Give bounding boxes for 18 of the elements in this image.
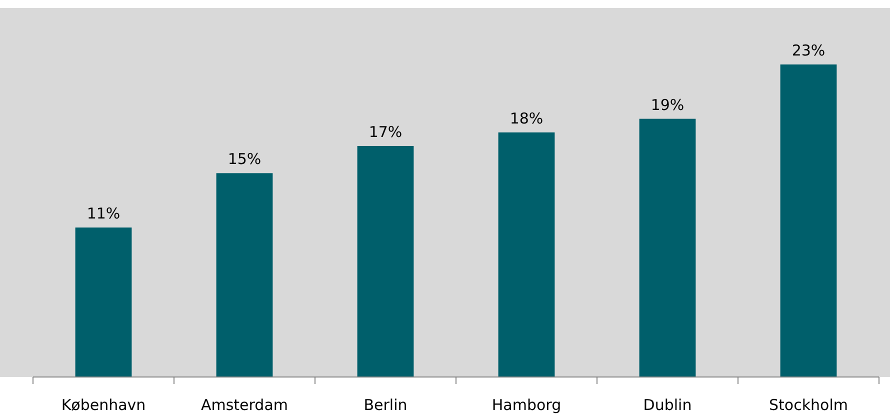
bar [498,132,555,377]
bar [216,173,273,377]
x-tick-label: Berlin [364,396,408,414]
bar [75,228,132,377]
data-label: 17% [368,122,402,141]
data-label: 18% [510,109,544,128]
data-label: 15% [228,150,262,168]
x-tick-label: Hamborg [492,396,562,414]
x-tick-label: Amsterdam [200,396,288,414]
bar [357,146,414,377]
data-label: 23% [792,41,826,60]
x-tick-label: Stockholm [769,396,848,414]
data-label: 11% [86,204,120,223]
data-label: 19% [650,96,684,114]
bar [639,118,696,377]
x-tick-label: København [61,396,146,414]
x-tick-label: Dublin [643,396,692,414]
bar [780,64,837,377]
